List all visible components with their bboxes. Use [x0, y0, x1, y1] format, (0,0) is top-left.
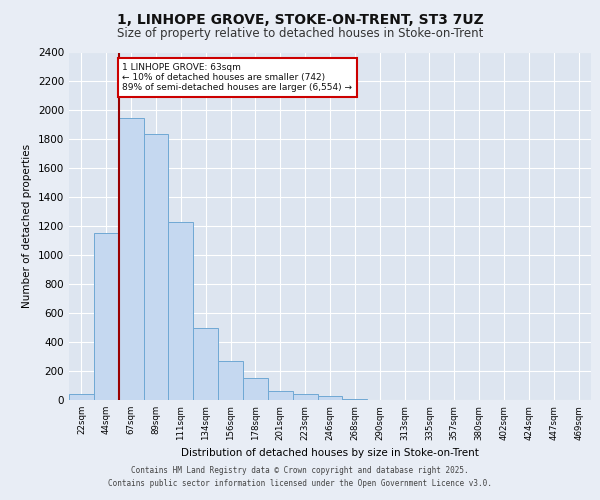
Bar	[243, 378, 268, 400]
Text: 1, LINHOPE GROVE, STOKE-ON-TRENT, ST3 7UZ: 1, LINHOPE GROVE, STOKE-ON-TRENT, ST3 7U…	[116, 12, 484, 26]
Bar	[218, 361, 243, 400]
Bar	[193, 328, 218, 400]
X-axis label: Distribution of detached houses by size in Stoke-on-Trent: Distribution of detached houses by size …	[181, 448, 479, 458]
Bar	[268, 392, 293, 400]
Bar	[143, 134, 169, 400]
Bar	[94, 234, 119, 400]
Bar	[169, 222, 193, 400]
Bar	[119, 118, 143, 400]
Bar	[293, 394, 317, 400]
Text: Size of property relative to detached houses in Stoke-on-Trent: Size of property relative to detached ho…	[117, 28, 483, 40]
Bar	[69, 394, 94, 400]
Bar	[317, 396, 343, 400]
Y-axis label: Number of detached properties: Number of detached properties	[22, 144, 32, 308]
Text: Contains HM Land Registry data © Crown copyright and database right 2025.
Contai: Contains HM Land Registry data © Crown c…	[108, 466, 492, 487]
Text: 1 LINHOPE GROVE: 63sqm
← 10% of detached houses are smaller (742)
89% of semi-de: 1 LINHOPE GROVE: 63sqm ← 10% of detached…	[122, 62, 352, 92]
